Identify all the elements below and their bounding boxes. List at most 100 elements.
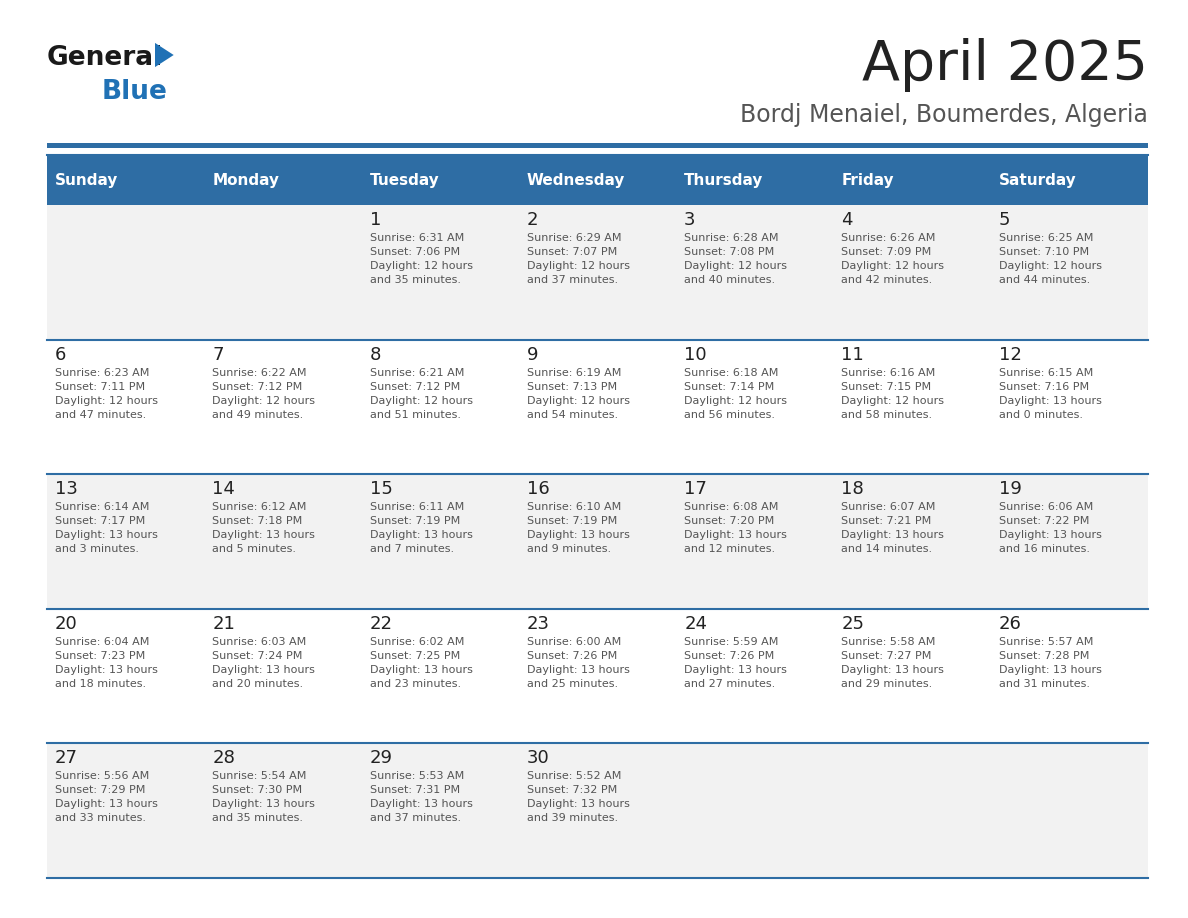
Bar [676, 609, 834, 744]
Text: 27: 27 [55, 749, 78, 767]
Text: Sunrise: 5:53 AM
Sunset: 7:31 PM
Daylight: 13 hours
and 37 minutes.: Sunrise: 5:53 AM Sunset: 7:31 PM Dayligh… [369, 771, 473, 823]
Text: 19: 19 [999, 480, 1022, 498]
Text: 10: 10 [684, 345, 707, 364]
Polygon shape [154, 43, 173, 67]
Text: 28: 28 [213, 749, 235, 767]
Text: 20: 20 [55, 615, 77, 633]
Text: Sunrise: 5:58 AM
Sunset: 7:27 PM
Daylight: 13 hours
and 29 minutes.: Sunrise: 5:58 AM Sunset: 7:27 PM Dayligh… [841, 637, 944, 688]
Text: 14: 14 [213, 480, 235, 498]
Text: Sunrise: 6:31 AM
Sunset: 7:06 PM
Daylight: 12 hours
and 35 minutes.: Sunrise: 6:31 AM Sunset: 7:06 PM Dayligh… [369, 233, 473, 285]
Text: Sunrise: 6:16 AM
Sunset: 7:15 PM
Daylight: 12 hours
and 58 minutes.: Sunrise: 6:16 AM Sunset: 7:15 PM Dayligh… [841, 367, 944, 420]
Text: Sunrise: 5:59 AM
Sunset: 7:26 PM
Daylight: 13 hours
and 27 minutes.: Sunrise: 5:59 AM Sunset: 7:26 PM Dayligh… [684, 637, 786, 688]
Text: General: General [48, 45, 163, 71]
Bar [361, 340, 519, 475]
Bar [519, 340, 676, 475]
Bar [361, 744, 519, 878]
Text: 13: 13 [55, 480, 78, 498]
Text: Sunrise: 6:28 AM
Sunset: 7:08 PM
Daylight: 12 hours
and 40 minutes.: Sunrise: 6:28 AM Sunset: 7:08 PM Dayligh… [684, 233, 788, 285]
Bar [991, 744, 1148, 878]
Text: 25: 25 [841, 615, 865, 633]
Bar [519, 155, 676, 205]
Bar [834, 475, 991, 609]
Text: Sunrise: 6:03 AM
Sunset: 7:24 PM
Daylight: 13 hours
and 20 minutes.: Sunrise: 6:03 AM Sunset: 7:24 PM Dayligh… [213, 637, 315, 688]
Text: Sunrise: 5:54 AM
Sunset: 7:30 PM
Daylight: 13 hours
and 35 minutes.: Sunrise: 5:54 AM Sunset: 7:30 PM Dayligh… [213, 771, 315, 823]
Bar [361, 205, 519, 340]
Text: 5: 5 [999, 211, 1010, 229]
Text: April 2025: April 2025 [862, 38, 1148, 92]
Bar [519, 475, 676, 609]
Bar [834, 609, 991, 744]
Text: Bordj Menaiel, Boumerdes, Algeria: Bordj Menaiel, Boumerdes, Algeria [740, 103, 1148, 127]
Text: 12: 12 [999, 345, 1022, 364]
Text: Sunrise: 5:52 AM
Sunset: 7:32 PM
Daylight: 13 hours
and 39 minutes.: Sunrise: 5:52 AM Sunset: 7:32 PM Dayligh… [526, 771, 630, 823]
Text: Sunrise: 6:07 AM
Sunset: 7:21 PM
Daylight: 13 hours
and 14 minutes.: Sunrise: 6:07 AM Sunset: 7:21 PM Dayligh… [841, 502, 944, 554]
Text: Sunrise: 6:04 AM
Sunset: 7:23 PM
Daylight: 13 hours
and 18 minutes.: Sunrise: 6:04 AM Sunset: 7:23 PM Dayligh… [55, 637, 158, 688]
Text: Saturday: Saturday [999, 173, 1076, 187]
Text: Sunrise: 5:57 AM
Sunset: 7:28 PM
Daylight: 13 hours
and 31 minutes.: Sunrise: 5:57 AM Sunset: 7:28 PM Dayligh… [999, 637, 1101, 688]
Bar [361, 475, 519, 609]
Text: 24: 24 [684, 615, 707, 633]
Bar [519, 205, 676, 340]
Text: 8: 8 [369, 345, 381, 364]
Bar [361, 609, 519, 744]
Text: Sunrise: 6:25 AM
Sunset: 7:10 PM
Daylight: 12 hours
and 44 minutes.: Sunrise: 6:25 AM Sunset: 7:10 PM Dayligh… [999, 233, 1101, 285]
Text: 29: 29 [369, 749, 392, 767]
Text: 22: 22 [369, 615, 392, 633]
Bar [991, 205, 1148, 340]
Text: Sunrise: 6:02 AM
Sunset: 7:25 PM
Daylight: 13 hours
and 23 minutes.: Sunrise: 6:02 AM Sunset: 7:25 PM Dayligh… [369, 637, 473, 688]
Text: Sunrise: 6:18 AM
Sunset: 7:14 PM
Daylight: 12 hours
and 56 minutes.: Sunrise: 6:18 AM Sunset: 7:14 PM Dayligh… [684, 367, 788, 420]
Text: Sunrise: 6:14 AM
Sunset: 7:17 PM
Daylight: 13 hours
and 3 minutes.: Sunrise: 6:14 AM Sunset: 7:17 PM Dayligh… [55, 502, 158, 554]
Bar [991, 609, 1148, 744]
Text: Blue: Blue [102, 79, 168, 105]
Bar [204, 609, 361, 744]
Text: Sunrise: 6:00 AM
Sunset: 7:26 PM
Daylight: 13 hours
and 25 minutes.: Sunrise: 6:00 AM Sunset: 7:26 PM Dayligh… [526, 637, 630, 688]
Text: 7: 7 [213, 345, 223, 364]
Bar [834, 155, 991, 205]
Text: Sunrise: 6:29 AM
Sunset: 7:07 PM
Daylight: 12 hours
and 37 minutes.: Sunrise: 6:29 AM Sunset: 7:07 PM Dayligh… [526, 233, 630, 285]
Text: Sunrise: 6:23 AM
Sunset: 7:11 PM
Daylight: 12 hours
and 47 minutes.: Sunrise: 6:23 AM Sunset: 7:11 PM Dayligh… [55, 367, 158, 420]
Bar [204, 155, 361, 205]
Text: 23: 23 [526, 615, 550, 633]
Text: 16: 16 [526, 480, 550, 498]
Bar [676, 340, 834, 475]
Text: Sunrise: 6:11 AM
Sunset: 7:19 PM
Daylight: 13 hours
and 7 minutes.: Sunrise: 6:11 AM Sunset: 7:19 PM Dayligh… [369, 502, 473, 554]
Text: 2: 2 [526, 211, 538, 229]
Text: 3: 3 [684, 211, 696, 229]
Text: Sunrise: 6:19 AM
Sunset: 7:13 PM
Daylight: 12 hours
and 54 minutes.: Sunrise: 6:19 AM Sunset: 7:13 PM Dayligh… [526, 367, 630, 420]
Bar [991, 340, 1148, 475]
Text: Sunrise: 6:08 AM
Sunset: 7:20 PM
Daylight: 13 hours
and 12 minutes.: Sunrise: 6:08 AM Sunset: 7:20 PM Dayligh… [684, 502, 786, 554]
Text: Sunrise: 6:12 AM
Sunset: 7:18 PM
Daylight: 13 hours
and 5 minutes.: Sunrise: 6:12 AM Sunset: 7:18 PM Dayligh… [213, 502, 315, 554]
Bar [676, 205, 834, 340]
Text: Sunrise: 5:56 AM
Sunset: 7:29 PM
Daylight: 13 hours
and 33 minutes.: Sunrise: 5:56 AM Sunset: 7:29 PM Dayligh… [55, 771, 158, 823]
Bar [204, 340, 361, 475]
Text: 11: 11 [841, 345, 864, 364]
Bar [991, 475, 1148, 609]
Bar [48, 205, 204, 340]
Text: Monday: Monday [213, 173, 279, 187]
Text: 18: 18 [841, 480, 864, 498]
Text: Friday: Friday [841, 173, 895, 187]
Bar [48, 340, 204, 475]
Bar [834, 205, 991, 340]
Text: Thursday: Thursday [684, 173, 764, 187]
Text: 26: 26 [999, 615, 1022, 633]
Text: Sunrise: 6:15 AM
Sunset: 7:16 PM
Daylight: 13 hours
and 0 minutes.: Sunrise: 6:15 AM Sunset: 7:16 PM Dayligh… [999, 367, 1101, 420]
Bar [519, 744, 676, 878]
Text: Sunrise: 6:22 AM
Sunset: 7:12 PM
Daylight: 12 hours
and 49 minutes.: Sunrise: 6:22 AM Sunset: 7:12 PM Dayligh… [213, 367, 315, 420]
Bar [676, 475, 834, 609]
Bar [991, 155, 1148, 205]
Text: 30: 30 [526, 749, 550, 767]
Bar [48, 143, 1148, 148]
Text: Sunrise: 6:21 AM
Sunset: 7:12 PM
Daylight: 12 hours
and 51 minutes.: Sunrise: 6:21 AM Sunset: 7:12 PM Dayligh… [369, 367, 473, 420]
Text: 9: 9 [526, 345, 538, 364]
Bar [204, 475, 361, 609]
Text: 21: 21 [213, 615, 235, 633]
Bar [204, 205, 361, 340]
Text: 15: 15 [369, 480, 392, 498]
Bar [834, 340, 991, 475]
Bar [519, 609, 676, 744]
Bar [48, 475, 204, 609]
Text: Wednesday: Wednesday [526, 173, 625, 187]
Text: Sunday: Sunday [55, 173, 119, 187]
Bar [834, 744, 991, 878]
